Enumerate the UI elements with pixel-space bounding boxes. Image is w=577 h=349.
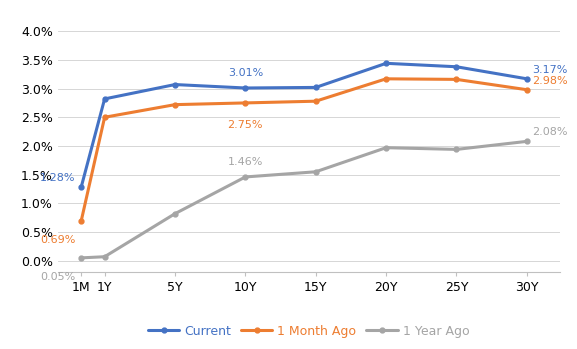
- 1 Year Ago: [312, 170, 319, 174]
- Current: [78, 185, 85, 190]
- Text: 2.75%: 2.75%: [227, 120, 263, 129]
- Text: 1.46%: 1.46%: [228, 157, 263, 167]
- 1 Year Ago: [101, 255, 108, 259]
- Text: 2.08%: 2.08%: [533, 127, 568, 137]
- 1 Month Ago: [242, 101, 249, 105]
- 1 Year Ago: [383, 146, 389, 150]
- 1 Month Ago: [171, 103, 178, 107]
- 1 Year Ago: [171, 211, 178, 216]
- 1 Month Ago: [312, 99, 319, 103]
- Text: 3.01%: 3.01%: [228, 68, 263, 78]
- Line: 1 Year Ago: 1 Year Ago: [78, 139, 529, 260]
- Text: 2.98%: 2.98%: [533, 75, 568, 86]
- 1 Month Ago: [523, 88, 530, 92]
- Current: [242, 86, 249, 90]
- 1 Year Ago: [523, 139, 530, 143]
- 1 Year Ago: [453, 147, 460, 151]
- Legend: Current, 1 Month Ago, 1 Year Ago: Current, 1 Month Ago, 1 Year Ago: [143, 320, 474, 343]
- Current: [383, 61, 389, 65]
- Text: 0.69%: 0.69%: [40, 235, 76, 245]
- Current: [171, 82, 178, 87]
- Line: 1 Month Ago: 1 Month Ago: [78, 76, 529, 224]
- Current: [101, 97, 108, 101]
- Current: [312, 85, 319, 89]
- Line: Current: Current: [78, 61, 529, 190]
- 1 Month Ago: [453, 77, 460, 81]
- 1 Month Ago: [383, 77, 389, 81]
- Text: 1.28%: 1.28%: [40, 173, 76, 183]
- 1 Year Ago: [242, 175, 249, 179]
- Current: [453, 65, 460, 69]
- 1 Year Ago: [78, 256, 85, 260]
- Text: 3.17%: 3.17%: [533, 65, 568, 75]
- Text: 0.05%: 0.05%: [40, 272, 76, 282]
- 1 Month Ago: [101, 115, 108, 119]
- 1 Month Ago: [78, 219, 85, 223]
- Current: [523, 77, 530, 81]
